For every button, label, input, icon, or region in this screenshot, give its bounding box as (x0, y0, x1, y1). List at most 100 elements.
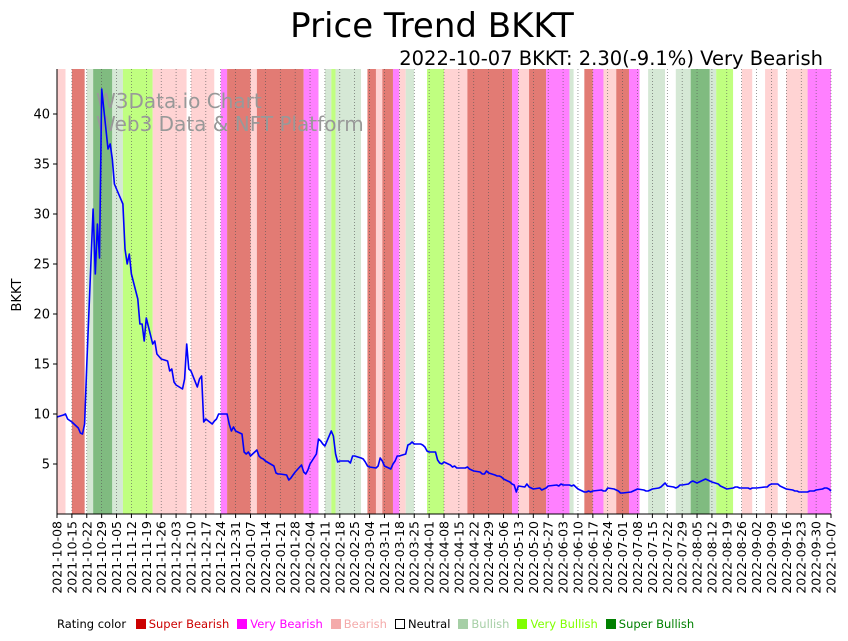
rating-band-very-bearish (628, 69, 640, 514)
y-axis-ticks: 5 10 15 20 25 30 35 40 (33, 108, 57, 473)
x-tick-label: 2022-07-29 (675, 521, 690, 594)
rating-band-bullish (112, 69, 123, 514)
x-axis-ticks: 2021-10-08 2021-10-15 2021-10-22 2021-10-29… (50, 514, 839, 594)
rating-band-neutral (639, 69, 649, 514)
x-tick-label: 2022-05-27 (541, 521, 556, 594)
y-tick-label: 20 (33, 308, 50, 323)
rating-band-neutral (665, 69, 676, 514)
rating-band-super-bearish (71, 69, 85, 514)
x-tick-label: 2022-01-21 (273, 521, 288, 594)
rating-band-very-bullish (331, 69, 336, 514)
x-tick-label: 2022-04-01 (422, 521, 437, 594)
x-tick-label: 2022-03-25 (407, 521, 422, 594)
x-tick-label: 2021-11-12 (124, 521, 139, 594)
rating-band-bearish (741, 69, 753, 514)
x-tick-label: 2022-05-13 (511, 521, 526, 594)
rating-band-neutral (186, 69, 191, 514)
legend-label: Very Bullish (530, 617, 598, 631)
y-tick-label: 5 (42, 458, 50, 473)
x-tick-label: 2022-04-08 (437, 521, 452, 594)
rating-band-bearish (786, 69, 808, 514)
x-tick-label: 2022-03-18 (392, 521, 407, 594)
x-tick-label: 2022-08-12 (704, 521, 719, 594)
x-tick-label: 2022-04-15 (451, 521, 466, 594)
legend-label: Bullish (471, 617, 510, 631)
x-tick-label: 2021-12-03 (169, 521, 184, 594)
legend-swatch (330, 619, 341, 629)
y-tick-label: 10 (33, 408, 50, 423)
x-tick-label: 2022-07-15 (645, 521, 660, 594)
rating-band-bearish (444, 69, 468, 514)
y-tick-label: 30 (33, 208, 50, 223)
rating-band-super-bullish (690, 69, 710, 514)
x-tick-label: 2022-03-11 (377, 521, 392, 594)
rating-band-very-bullish (426, 69, 444, 514)
legend-item-neutral: Neutral (389, 617, 450, 631)
x-tick-label: 2022-09-30 (809, 521, 824, 594)
x-tick-label: 2021-12-10 (184, 521, 199, 594)
legend-swatch (517, 619, 528, 629)
x-tick-label: 2022-04-22 (466, 521, 481, 594)
y-tick-label: 40 (33, 108, 50, 123)
rating-legend: Rating color Super Bearish Very Bearish Be… (57, 617, 696, 631)
legend-label: Neutral (407, 617, 451, 631)
rating-band-very-bearish (220, 69, 228, 514)
rating-band-neutral (733, 69, 742, 514)
rating-band-neutral (777, 69, 787, 514)
x-tick-label: 2022-04-29 (481, 521, 496, 594)
rating-band-neutral (214, 69, 221, 514)
rating-band-super-bearish (584, 69, 593, 514)
legend-label: Super Bearish (148, 617, 230, 631)
legend-item-very-bullish: Very Bullish (511, 617, 598, 631)
rating-band-bullish (648, 69, 666, 514)
x-tick-label: 2021-10-15 (64, 521, 79, 594)
price-series (56, 88, 832, 494)
rating-band-bullish (352, 69, 362, 514)
x-tick-label: 2022-09-09 (764, 521, 779, 594)
x-tick-label: 2022-07-08 (630, 521, 645, 594)
rating-band-very-bearish (303, 69, 319, 514)
rating-band-very-bullish (122, 69, 153, 514)
x-tick-label: 2022-05-20 (526, 521, 541, 594)
rating-band-bearish (57, 69, 66, 514)
y-tick-label: 15 (33, 358, 50, 373)
watermark-line-2: Web3 Data & NFT Platform (96, 112, 364, 136)
legend-item-super-bearish: Super Bearish (130, 617, 230, 631)
x-tick-label: 2022-06-10 (571, 521, 586, 594)
rating-band-bearish (518, 69, 530, 514)
x-tick-label: 2022-01-07 (243, 521, 258, 594)
x-tick-label: 2022-07-01 (615, 521, 630, 594)
x-tick-label: 2022-08-26 (734, 521, 749, 594)
rating-band-super-bearish (382, 69, 393, 514)
rating-band-bearish (250, 69, 257, 514)
rating-band-bullish (709, 69, 717, 514)
chart-subtitle: 2022-10-07 BKKT: 2.30(-9.1%) Very Bearis… (399, 47, 823, 70)
rating-band-neutral (752, 69, 766, 514)
rating-band-super-bearish (529, 69, 547, 514)
legend-item-bullish: Bullish (452, 617, 509, 631)
rating-band-bearish (375, 69, 383, 514)
rating-band-neutral (318, 69, 325, 514)
legend-label: Bearish (343, 617, 387, 631)
legend-label: Very Bearish (250, 617, 323, 631)
legend-item-super-bullish: Super Bullish (600, 617, 694, 631)
rating-band-very-bearish (546, 69, 570, 514)
x-tick-label: 2021-12-24 (213, 521, 228, 594)
legend-swatch (237, 619, 248, 629)
x-tick-label: 2021-12-31 (228, 521, 243, 594)
rating-band-bullish (675, 69, 691, 514)
rating-band-super-bearish (367, 69, 376, 514)
x-tick-label: 2021-10-22 (79, 521, 94, 594)
legend-label: Super Bullish (618, 617, 695, 631)
legend-item-bearish: Bearish (325, 617, 387, 631)
chart-title: Price Trend BKKT (290, 6, 574, 46)
rating-band-neutral (573, 69, 585, 514)
x-tick-label: 2022-05-06 (496, 521, 511, 594)
x-tick-label: 2022-06-24 (600, 521, 615, 594)
x-tick-label: 2022-01-14 (258, 521, 273, 594)
vertical-gridlines (56, 69, 832, 514)
rating-band-bullish (405, 69, 415, 514)
x-tick-label: 2022-09-23 (794, 521, 809, 594)
x-tick-label: 2022-01-28 (288, 521, 303, 594)
